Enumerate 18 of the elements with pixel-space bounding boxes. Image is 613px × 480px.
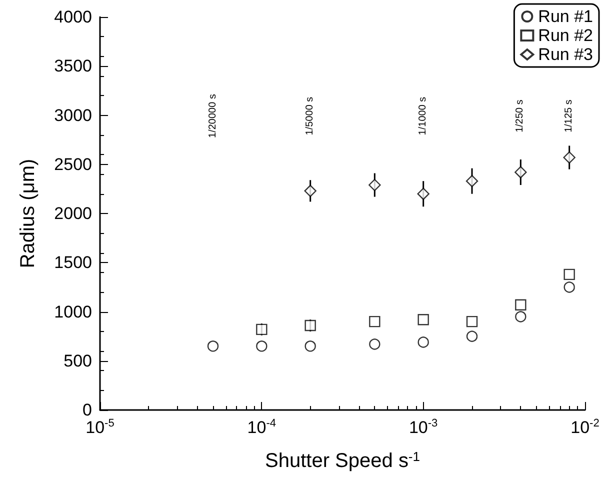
legend-label: Run #3: [538, 45, 594, 64]
y-tick-label: 4000: [54, 8, 92, 26]
y-tick-label: 500: [64, 351, 92, 370]
y-axis-title: Radius (μm): [17, 158, 39, 268]
y-tick-label: 3000: [54, 106, 92, 125]
annotation: 1/1000 s: [418, 96, 428, 136]
annotation: 1/5000 s: [304, 96, 316, 136]
y-tick-label: 0: [82, 400, 92, 420]
annotation: 1/20000 s: [208, 94, 218, 138]
legend-label: Run #2: [538, 26, 594, 45]
y-tick-label: 1500: [54, 253, 92, 272]
y-tick-label: 2000: [54, 204, 92, 223]
annotation: 1/125 s: [564, 100, 574, 132]
y-tick-label: 3500: [54, 56, 92, 76]
y-tick-label: 2500: [54, 154, 92, 174]
y-tick-label: 1000: [54, 302, 92, 322]
annotation: 1/250 s: [514, 100, 526, 132]
legend-label: Run #1: [538, 7, 594, 26]
